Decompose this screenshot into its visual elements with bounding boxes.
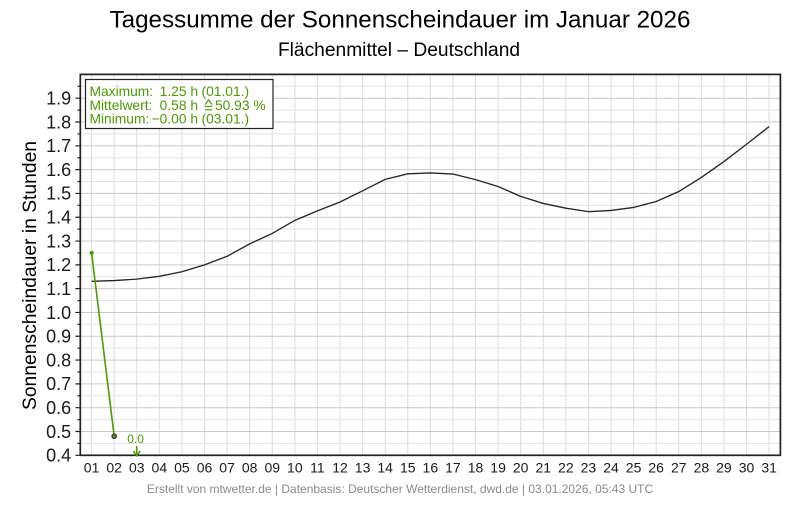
- svg-text:28: 28: [694, 460, 710, 476]
- svg-text:50.93 %: 50.93 %: [215, 98, 266, 113]
- svg-text:Flächenmittel – Deutschland: Flächenmittel – Deutschland: [278, 40, 520, 61]
- svg-text:0.6: 0.6: [46, 398, 71, 418]
- svg-text:Maximum:: Maximum:: [90, 84, 154, 99]
- svg-text:0.5: 0.5: [46, 422, 71, 442]
- svg-text:01: 01: [84, 460, 100, 476]
- svg-text:1.8: 1.8: [46, 112, 71, 132]
- svg-text:(03.01.): (03.01.): [202, 112, 250, 127]
- svg-text:23: 23: [581, 460, 597, 476]
- svg-text:27: 27: [671, 460, 687, 476]
- svg-text:0.8: 0.8: [46, 350, 71, 370]
- svg-text:08: 08: [242, 460, 258, 476]
- svg-text:1.3: 1.3: [46, 231, 71, 251]
- svg-text:24: 24: [603, 460, 619, 476]
- svg-text:1.7: 1.7: [46, 136, 71, 156]
- svg-text:22: 22: [558, 460, 574, 476]
- svg-text:1.9: 1.9: [46, 89, 71, 109]
- svg-text:Erstellt von mtwetter.de | Dat: Erstellt von mtwetter.de | Datenbasis: D…: [147, 482, 654, 496]
- svg-text:Sonnenscheindauer in Stunden: Sonnenscheindauer in Stunden: [20, 141, 41, 410]
- svg-text:1.4: 1.4: [46, 208, 71, 228]
- svg-text:10: 10: [287, 460, 303, 476]
- svg-text:30: 30: [739, 460, 755, 476]
- svg-text:0.58 h: 0.58 h: [160, 98, 198, 113]
- svg-text:04: 04: [152, 460, 168, 476]
- svg-text:Minimum:: Minimum:: [90, 112, 150, 127]
- svg-text:25: 25: [626, 460, 642, 476]
- svg-text:20: 20: [513, 460, 529, 476]
- svg-text:16: 16: [423, 460, 439, 476]
- svg-text:03: 03: [129, 460, 145, 476]
- svg-text:0.7: 0.7: [46, 374, 71, 394]
- svg-text:12: 12: [332, 460, 348, 476]
- svg-text:1.5: 1.5: [46, 184, 71, 204]
- svg-text:14: 14: [377, 460, 393, 476]
- svg-text:Tagessumme der Sonnenscheindau: Tagessumme der Sonnenscheindauer im Janu…: [110, 7, 691, 34]
- svg-text:09: 09: [264, 460, 280, 476]
- svg-text:13: 13: [355, 460, 371, 476]
- svg-text:1.6: 1.6: [46, 160, 71, 180]
- svg-text:07: 07: [219, 460, 235, 476]
- svg-text:02: 02: [106, 460, 122, 476]
- svg-text:17: 17: [445, 460, 461, 476]
- svg-text:1.0: 1.0: [46, 303, 71, 323]
- svg-text:0.4: 0.4: [46, 446, 71, 466]
- svg-text:19: 19: [490, 460, 506, 476]
- svg-text:1.2: 1.2: [46, 255, 71, 275]
- svg-text:−0.00 h: −0.00 h: [152, 112, 198, 127]
- svg-text:Mittelwert:: Mittelwert:: [90, 98, 153, 113]
- svg-text:06: 06: [197, 460, 213, 476]
- svg-text:1.25 h: 1.25 h: [160, 84, 198, 99]
- svg-text:15: 15: [400, 460, 416, 476]
- svg-text:29: 29: [716, 460, 732, 476]
- svg-text:31: 31: [761, 460, 777, 476]
- svg-text:05: 05: [174, 460, 190, 476]
- svg-text:0.9: 0.9: [46, 327, 71, 347]
- svg-text:18: 18: [468, 460, 484, 476]
- svg-text:1.1: 1.1: [46, 279, 71, 299]
- svg-text:0.0: 0.0: [127, 432, 144, 446]
- svg-text:26: 26: [648, 460, 664, 476]
- svg-text:11: 11: [310, 460, 325, 476]
- svg-text:21: 21: [535, 460, 551, 476]
- svg-text:(01.01.): (01.01.): [202, 84, 250, 99]
